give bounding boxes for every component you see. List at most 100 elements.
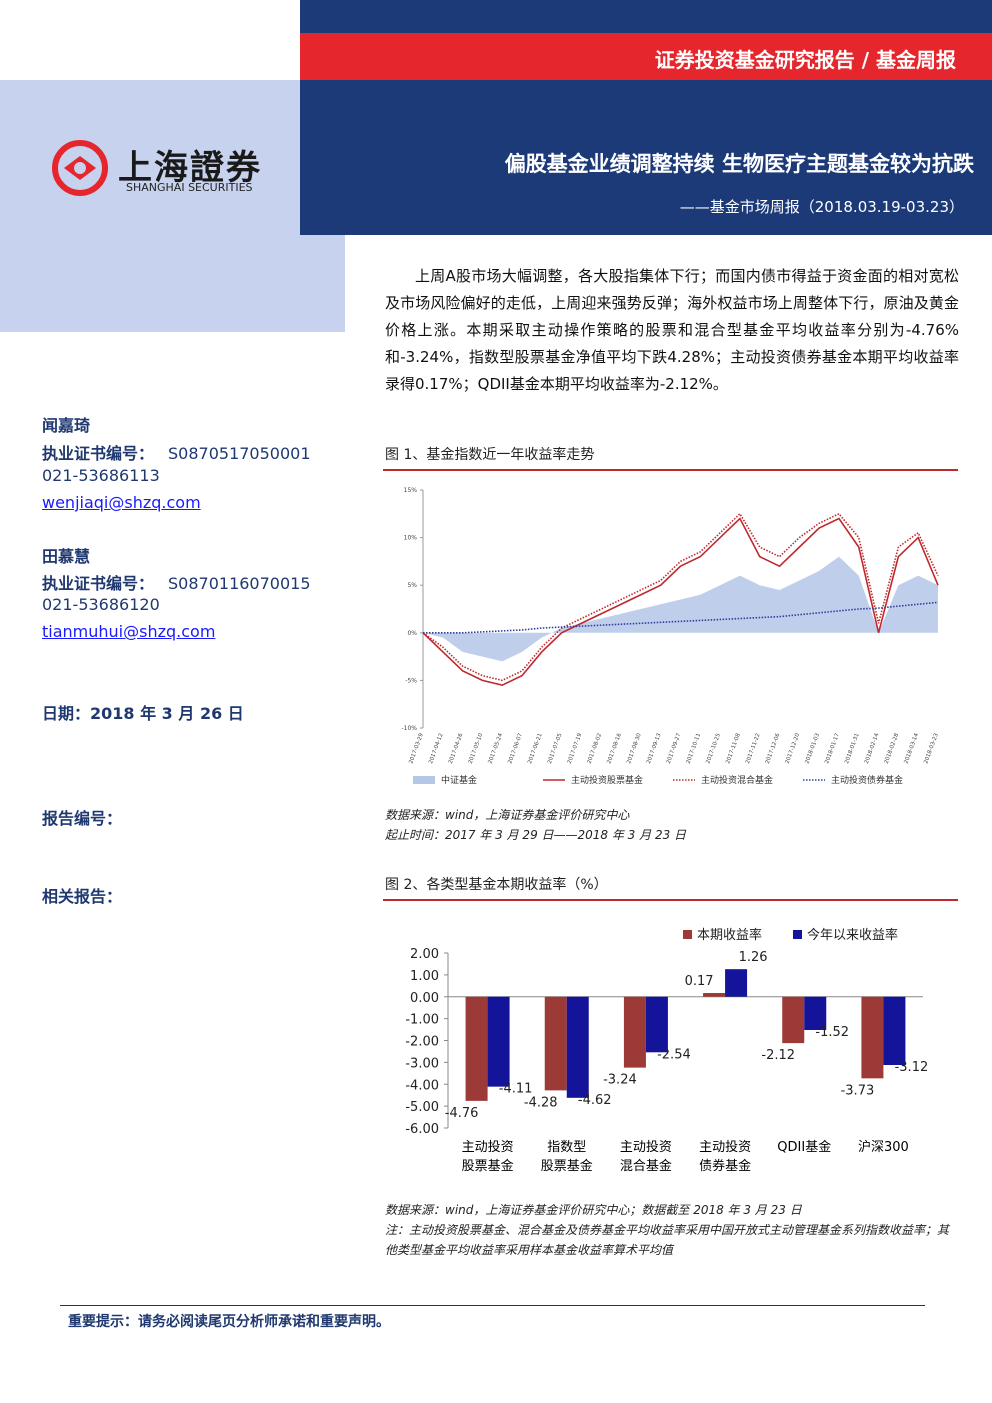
x-tick-label: 2017-11-08 xyxy=(725,732,742,765)
x-tick-label: 2017-09-13 xyxy=(646,732,663,765)
data-label: 1.26 xyxy=(739,950,768,965)
x-tick-label: 主动投资 债券基金 xyxy=(699,1140,752,1174)
x-tick-label: 2017-05-10 xyxy=(468,732,485,765)
y-tick-label: -5.00 xyxy=(405,1100,439,1115)
x-tick-label: 2017-04-26 xyxy=(448,732,465,765)
y-tick-label: 15% xyxy=(404,487,418,494)
data-label: -1.52 xyxy=(815,1025,849,1040)
y-tick-label: 1.00 xyxy=(410,969,439,984)
cert-label: 执业证书编号： xyxy=(42,574,155,593)
x-tick-label: 2017-09-27 xyxy=(666,732,683,765)
legend-label: 今年以来收益率 xyxy=(807,927,898,943)
cert: S0870517050001 xyxy=(168,444,311,463)
bar xyxy=(544,996,567,1091)
bar xyxy=(804,996,827,1030)
x-tick-label: 指数型 股票基金 xyxy=(540,1140,593,1174)
bar-chart: 2.00 1.00 0.00 -1.00 -2.00 -3.00 -4.00 -5.00 -6.… xyxy=(405,927,928,1137)
data-label: -4.76 xyxy=(445,1106,479,1121)
y-tick-label: 5% xyxy=(407,582,417,589)
x-tick-label: 2018-03-14 xyxy=(903,732,920,765)
x-tick-label: 2018-01-03 xyxy=(804,732,821,765)
bar xyxy=(465,996,488,1101)
footer: 重要提示：请务必阅读尾页分析师承诺和重要声明。 xyxy=(68,1314,390,1330)
y-tick-label: 0.00 xyxy=(410,991,439,1006)
line xyxy=(422,517,939,687)
summary: 上周A股市场大幅调整，各大股指集体下行；而国内债市得益于资金面的相对宽松及市场风… xyxy=(385,267,959,393)
data-label: -3.24 xyxy=(603,1073,637,1088)
y-tick-label: -3.00 xyxy=(405,1056,439,1071)
x-tick-label: 2017-06-07 xyxy=(507,732,524,765)
date: 日期：2018 年 3 月 26 日 xyxy=(42,704,244,723)
legend-swatch xyxy=(793,930,802,939)
x-tick-label: 2018-03-23 xyxy=(923,732,940,765)
bar xyxy=(487,996,510,1087)
x-tick-label: 2017-03-29 xyxy=(408,732,425,765)
x-tick-label: 2017-04-12 xyxy=(428,733,445,765)
x-tick-label: 2017-10-25 xyxy=(705,732,722,765)
legend-swatch xyxy=(413,776,435,784)
x-tick-label: 2017-06-21 xyxy=(527,733,544,765)
bar xyxy=(861,996,884,1079)
bar xyxy=(703,993,726,997)
bar xyxy=(782,996,805,1044)
data-label: -2.54 xyxy=(657,1047,691,1062)
company-en: SHANGHAI SECURITIES xyxy=(126,181,253,194)
legend-label: 主动投资债券基金 xyxy=(831,774,903,786)
x-tick-label: 2017-08-30 xyxy=(626,732,643,765)
cert-label: 执业证书编号： xyxy=(42,444,155,463)
legend-label: 中证基金 xyxy=(441,774,477,786)
x-tick-label: 2017-08-16 xyxy=(606,732,623,765)
analyst-name: 田慕慧 xyxy=(42,547,91,566)
x-tick-label: 沪深300 xyxy=(857,1140,909,1155)
email[interactable]: tianmuhui@shzq.com xyxy=(42,622,216,641)
x-tick-label: 2018-01-31 xyxy=(844,733,861,765)
phone: 021-53686120 xyxy=(42,595,160,614)
rule xyxy=(383,899,958,901)
data-label: -4.11 xyxy=(499,1082,533,1097)
y-tick-label: -6.00 xyxy=(405,1122,439,1137)
bar-chart-box: 2.00 1.00 0.00 -1.00 -2.00 -3.00 -4.00 -5.00 -6.… xyxy=(383,918,958,1188)
x-tick-label: 2018-02-14 xyxy=(864,732,881,765)
x-tick-label: 2018-01-17 xyxy=(824,732,841,765)
y-tick-label: -2.00 xyxy=(405,1035,439,1050)
logo-mark xyxy=(52,140,108,196)
note: 注：主动投资股票基金、混合基金及债券基金平均收益率采用中国开放式主动管理基金系列… xyxy=(385,1223,950,1257)
source: 数据来源：wind，上海证券基金评价研究中心；数据截至 2018 年 3 月 2… xyxy=(385,1203,802,1217)
y-tick-label: -10% xyxy=(401,725,417,732)
legend-swatch xyxy=(683,930,692,939)
bar xyxy=(725,969,748,997)
title-band xyxy=(300,80,992,235)
line-chart: 15%10%5%0%-5%-10%2017-03-29 2017-04-12 201… xyxy=(401,487,940,786)
x-tick-label: 2018-02-28 xyxy=(884,732,901,765)
red-band xyxy=(300,33,992,80)
analyst-name: 闻嘉琦 xyxy=(42,416,91,435)
figure-caption: 图 2、各类型基金本期收益率（%） xyxy=(385,877,608,893)
x-tick-label: QDII基金 xyxy=(777,1140,832,1155)
line xyxy=(422,512,939,682)
x-tick-label: 2017-12-06 xyxy=(765,732,782,765)
y-tick-label: -5% xyxy=(405,677,417,684)
x-tick-label: 2017-11-22 xyxy=(745,733,762,765)
x-tick-label: 主动投资 股票基金 xyxy=(461,1140,514,1174)
report-title: 偏股基金业绩调整持续 生物医疗主题基金较为抗跌 xyxy=(504,152,974,176)
x-tick-label: 2017-12-20 xyxy=(785,732,802,765)
area xyxy=(423,556,938,662)
banner: 证券投资基金研究报告 / 基金周报 xyxy=(654,48,956,72)
figure-caption: 图 1、基金指数近一年收益率走势 xyxy=(385,447,595,463)
email[interactable]: wenjiaqi@shzq.com xyxy=(42,493,201,512)
data-label: -3.73 xyxy=(841,1083,875,1098)
x-tick-label: 2017-07-19 xyxy=(567,732,584,765)
x-tick-label: 2017-10-11 xyxy=(686,733,703,765)
x-tick-label: 2017-08-02 xyxy=(587,733,604,765)
footer-rule xyxy=(60,1305,925,1306)
bar xyxy=(645,996,668,1053)
top-band xyxy=(300,0,992,33)
side-block xyxy=(0,80,345,332)
data-label: 0.17 xyxy=(685,974,714,989)
data-label: -4.62 xyxy=(578,1093,612,1108)
legend-label: 主动投资混合基金 xyxy=(701,774,773,786)
data-label: -4.28 xyxy=(524,1095,558,1110)
y-tick-label: 10% xyxy=(404,535,418,542)
source: 数据来源：wind，上海证券基金评价研究中心 xyxy=(385,808,630,822)
legend-label: 本期收益率 xyxy=(697,927,762,943)
